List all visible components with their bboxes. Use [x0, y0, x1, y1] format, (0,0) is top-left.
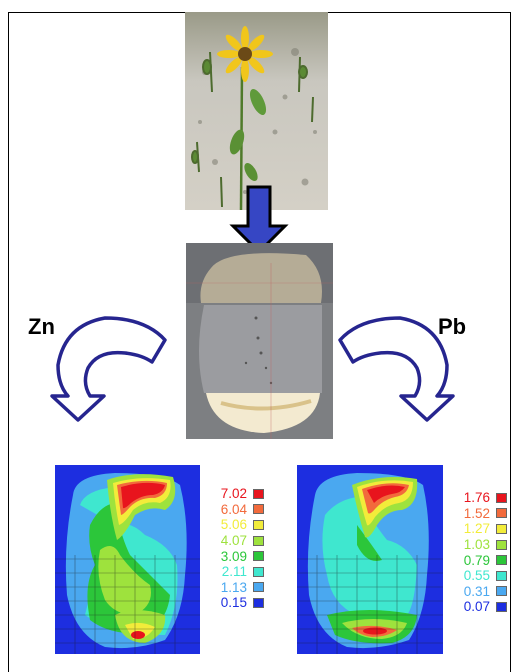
legend-value: 6.04	[220, 501, 247, 517]
legend-swatch	[253, 566, 264, 577]
legend-swatch	[253, 519, 264, 530]
zinc-distribution-map	[55, 465, 200, 654]
legend-value: 3.09	[220, 548, 247, 564]
legend-row: 1.52	[448, 506, 507, 522]
zinc-legend: 7.02 6.04 5.06 4.07 3.09 2.11 1.13 0.15	[205, 486, 264, 611]
legend-swatch	[496, 555, 507, 566]
legend-swatch	[253, 582, 264, 593]
legend-value: 0.07	[463, 599, 490, 615]
legend-swatch	[496, 523, 507, 534]
lead-distribution-map	[297, 465, 443, 654]
legend-value: 7.02	[220, 486, 247, 502]
legend-value: 4.07	[220, 533, 247, 549]
sunflower-photo	[185, 12, 328, 210]
legend-swatch	[253, 488, 264, 499]
legend-row: 1.13	[205, 580, 264, 596]
legend-value: 0.55	[463, 568, 490, 584]
legend-value: 0.31	[463, 583, 490, 599]
legend-row: 5.06	[205, 517, 264, 533]
legend-value: 1.76	[463, 490, 490, 506]
lead-label: Pb	[438, 314, 467, 339]
legend-swatch	[253, 504, 264, 515]
legend-row: 3.09	[205, 548, 264, 564]
legend-swatch	[496, 586, 507, 597]
legend-row: 4.07	[205, 533, 264, 549]
legend-row: 0.31	[448, 584, 507, 600]
lead-legend: 1.76 1.52 1.27 1.03 0.79 0.55 0.31 0.07	[448, 490, 507, 615]
legend-row: 6.04	[205, 502, 264, 518]
legend-row: 2.11	[205, 564, 264, 580]
legend-row: 0.07	[448, 599, 507, 615]
legend-swatch	[253, 597, 264, 608]
legend-value: 2.11	[221, 564, 247, 580]
legend-value: 5.06	[220, 517, 247, 533]
legend-swatch	[496, 492, 507, 503]
seed-section-photo	[186, 243, 333, 439]
legend-swatch	[496, 570, 507, 581]
legend-swatch	[496, 508, 507, 519]
legend-row: 1.03	[448, 537, 507, 553]
legend-row: 1.76	[448, 490, 507, 506]
legend-value: 1.03	[463, 537, 490, 553]
legend-value: 1.27	[463, 521, 490, 537]
legend-value: 0.79	[463, 552, 490, 568]
legend-row: 7.02	[205, 486, 264, 502]
legend-swatch	[253, 535, 264, 546]
legend-swatch	[253, 551, 264, 562]
legend-value: 0.15	[220, 595, 247, 611]
legend-swatch	[496, 601, 507, 612]
legend-value: 1.13	[220, 579, 247, 595]
legend-row: 0.15	[205, 595, 264, 611]
legend-swatch	[496, 539, 507, 550]
zinc-label: Zn	[28, 314, 55, 339]
legend-row: 0.55	[448, 568, 507, 584]
legend-row: 0.79	[448, 552, 507, 568]
legend-value: 1.52	[463, 505, 490, 521]
legend-row: 1.27	[448, 521, 507, 537]
